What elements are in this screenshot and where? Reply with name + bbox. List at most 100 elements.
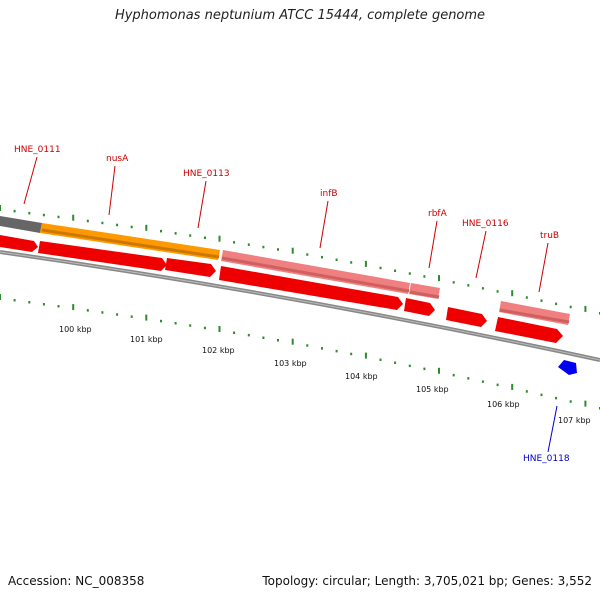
ruler-label: 103 kbp <box>274 359 307 368</box>
outer-tick <box>350 261 353 264</box>
inner-tick <box>233 331 236 334</box>
inner-tick <box>525 390 528 393</box>
inner-tick <box>28 301 31 304</box>
cds-arrow-hne-0118[interactable] <box>558 360 577 375</box>
inner-tick <box>408 364 411 368</box>
inner-tick <box>101 311 104 314</box>
outer-tick <box>408 272 411 275</box>
outer-tick <box>42 213 45 217</box>
ruler-label: 105 kbp <box>416 385 449 394</box>
inner-tick <box>189 324 192 327</box>
ruler-label: 101 kbp <box>130 335 163 344</box>
inner-tick <box>438 367 440 374</box>
map-title: Hyphomonas neptunium ATCC 15444, complet… <box>114 8 486 23</box>
outer-tick <box>174 232 177 235</box>
gene-label-rbfa[interactable]: rbfA <box>428 209 448 219</box>
inner-tick <box>203 326 206 330</box>
gene-label-hne-0111[interactable]: HNE_0111 <box>14 145 61 155</box>
inner-tick <box>13 299 16 302</box>
cds-arrow-track <box>0 235 577 375</box>
outer-tick <box>247 243 250 246</box>
inner-tick <box>247 333 250 337</box>
gene-label-hne-0113[interactable]: HNE_0113 <box>183 169 230 179</box>
outer-tick <box>101 221 104 225</box>
inner-tick <box>584 400 587 407</box>
outer-tick <box>189 234 192 237</box>
outer-tick <box>525 296 528 299</box>
cds-arrow-nusa[interactable] <box>38 241 167 271</box>
inner-tick <box>423 367 426 371</box>
outer-tick <box>86 219 89 223</box>
outer-tick <box>511 290 514 297</box>
genome-summary-text: Topology: circular; Length: 3,705,021 bp… <box>262 574 592 588</box>
inner-tick <box>394 361 397 364</box>
cds-arrow-infb[interactable] <box>219 266 403 310</box>
outer-tick <box>569 305 572 309</box>
outer-tick <box>145 224 148 231</box>
gene-label-trub[interactable]: truB <box>540 231 559 241</box>
ruler-labels: 100 kbp 101 kbp 102 kbp 103 kbp 104 kbp … <box>59 325 591 425</box>
inner-tick <box>145 314 148 321</box>
outer-tick <box>291 247 294 254</box>
outer-tick <box>277 248 279 251</box>
inner-tick <box>0 294 1 300</box>
cds-arrow-hne-0111[interactable] <box>0 235 38 252</box>
outer-tick <box>540 299 543 302</box>
inner-tick <box>496 383 499 387</box>
inner-tick <box>555 396 558 400</box>
outer-tick <box>233 241 236 244</box>
inner-tick <box>452 373 455 377</box>
inner-tick <box>467 377 470 380</box>
gene-label-hne-0118[interactable]: HNE_0118 <box>523 454 570 464</box>
outer-tick <box>438 275 440 282</box>
outer-tick <box>481 287 484 290</box>
outer-tick <box>379 266 382 270</box>
outer-tick <box>423 275 426 278</box>
inner-tick <box>379 358 382 361</box>
outer-tick <box>0 205 1 211</box>
outer-tick <box>335 258 338 261</box>
gene-label-nusa[interactable]: nusA <box>106 154 129 164</box>
outer-tick <box>496 290 499 293</box>
inner-tick <box>86 309 89 312</box>
inner-tick <box>218 326 221 332</box>
inner-tick <box>72 304 75 311</box>
ruler-label: 100 kbp <box>59 325 92 334</box>
ruler-label: 107 kbp <box>558 416 591 425</box>
inner-tick <box>511 383 514 390</box>
inner-tick <box>306 344 309 347</box>
inner-tick <box>174 322 177 325</box>
inner-tick-track <box>0 294 600 410</box>
ruler-label: 104 kbp <box>345 372 378 381</box>
cds-arrow-hne-0116[interactable] <box>446 307 487 327</box>
cds-arrow-trub[interactable] <box>495 317 563 343</box>
inner-tick <box>569 400 572 403</box>
outer-tick <box>452 281 455 284</box>
gene-label-hne-0116[interactable]: HNE_0116 <box>462 219 509 229</box>
outer-tick <box>306 253 309 256</box>
inner-tick <box>540 393 543 397</box>
gene-labels: HNE_0111 nusA HNE_0113 infB rbfA HNE_011… <box>14 145 570 464</box>
outer-tick <box>57 215 60 219</box>
gray-feature[interactable] <box>0 216 42 233</box>
inner-tick <box>335 349 338 353</box>
outer-tick-track <box>0 205 600 315</box>
outer-tick <box>13 209 16 213</box>
outer-tick <box>555 302 558 306</box>
cds-arrow-rbfa[interactable] <box>404 298 435 316</box>
outer-tick <box>72 214 75 221</box>
inner-tick <box>321 347 323 350</box>
outer-tick <box>130 225 133 229</box>
inner-tick <box>262 336 265 339</box>
inner-tick <box>116 313 119 316</box>
top-feature-track <box>0 216 570 325</box>
cds-arrow-hne-0113[interactable] <box>165 258 216 277</box>
accession-text: Accession: NC_008358 <box>8 574 145 588</box>
outer-tick <box>203 236 206 239</box>
inner-tick <box>364 352 367 359</box>
inner-tick <box>481 380 484 383</box>
ruler-label: 102 kbp <box>202 346 235 355</box>
outer-tick <box>321 255 323 259</box>
gene-label-infb[interactable]: infB <box>320 189 338 199</box>
inner-tick <box>291 338 294 345</box>
